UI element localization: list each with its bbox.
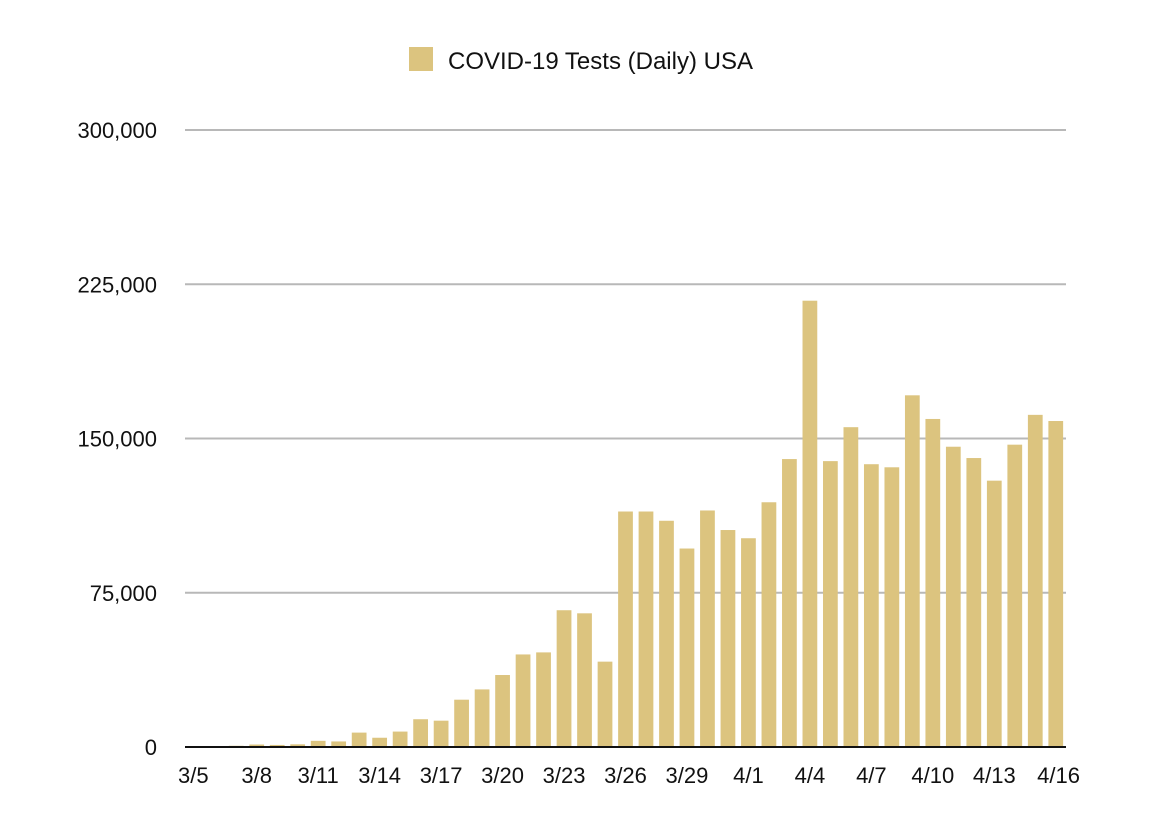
bar-4-4 (802, 300, 818, 747)
x-tick-label: 3/5 (178, 763, 209, 788)
x-tick-label: 4/1 (733, 763, 764, 788)
x-tick-label: 4/10 (911, 763, 954, 788)
bar-4-2 (761, 502, 777, 747)
x-tick-label: 3/20 (481, 763, 524, 788)
x-tick-label: 3/29 (666, 763, 709, 788)
bar-4-16 (1048, 421, 1064, 747)
bar-3-23 (556, 610, 572, 747)
bar-3-29 (679, 548, 695, 747)
bar-3-19 (474, 689, 490, 747)
bar-4-6 (843, 427, 859, 747)
y-tick-label: 150,000 (77, 427, 157, 452)
y-tick-labels: 0 75,000 150,000 225,000 300,000 (77, 118, 157, 760)
x-tick-label: 4/7 (856, 763, 887, 788)
y-tick-label: 75,000 (90, 581, 157, 606)
bar-4-15 (1027, 414, 1043, 747)
bar-3-10 (290, 744, 306, 747)
x-tick-label: 4/4 (795, 763, 826, 788)
bar-4-12 (966, 458, 982, 747)
bar-4-13 (986, 480, 1002, 747)
x-tick-label: 3/8 (241, 763, 272, 788)
x-tick-label: 3/11 (298, 763, 339, 788)
bar-3-20 (495, 675, 510, 747)
bar-4-1 (741, 538, 756, 747)
x-tick-label: 4/16 (1037, 763, 1080, 788)
bar-3-14 (372, 737, 388, 747)
bar-4-11 (945, 446, 961, 747)
bars (187, 300, 1064, 747)
x-tick-label: 3/14 (358, 763, 401, 788)
bar-3-21 (515, 654, 531, 747)
bar-4-7 (863, 464, 879, 747)
bar-3-9 (269, 744, 285, 747)
bar-4-3 (782, 459, 797, 747)
bar-4-9 (904, 395, 920, 747)
bar-3-18 (454, 699, 469, 747)
bar-4-8 (884, 467, 900, 747)
bar-3-30 (700, 510, 715, 747)
bar-4-14 (1007, 444, 1023, 747)
legend-label: COVID-19 Tests (Daily) USA (448, 48, 753, 75)
y-tick-label: 225,000 (77, 272, 157, 297)
bar-3-16 (413, 719, 428, 747)
bar-4-5 (823, 461, 838, 747)
y-tick-label: 300,000 (77, 118, 157, 143)
bar-3-27 (638, 511, 654, 747)
x-tick-label: 3/23 (543, 763, 586, 788)
legend-swatch (409, 47, 433, 71)
bar-3-17 (433, 720, 449, 747)
bar-3-11 (310, 740, 326, 747)
x-tick-label: 3/26 (604, 763, 647, 788)
x-tick-label: 3/17 (420, 763, 463, 788)
bar-4-10 (925, 418, 941, 747)
bar-3-26 (618, 511, 633, 747)
x-tick-labels: 3/5 3/8 3/11 3/14 3/17 3/20 3/23 3/26 3/29 4/1 4/4… (178, 763, 1080, 788)
bar-3-15 (392, 731, 408, 747)
bar-3-22 (536, 652, 551, 747)
bar-3-13 (351, 732, 367, 747)
bar-3-28 (659, 520, 674, 747)
bar-3-31 (720, 530, 736, 747)
x-tick-label: 4/13 (973, 763, 1016, 788)
legend: COVID-19 Tests (Daily) USA (409, 47, 753, 75)
bar-3-24 (577, 613, 592, 747)
bar-3-25 (597, 661, 613, 747)
y-tick-label: 0 (145, 735, 157, 760)
bar-3-8 (249, 744, 265, 747)
bar-3-12 (331, 741, 347, 747)
